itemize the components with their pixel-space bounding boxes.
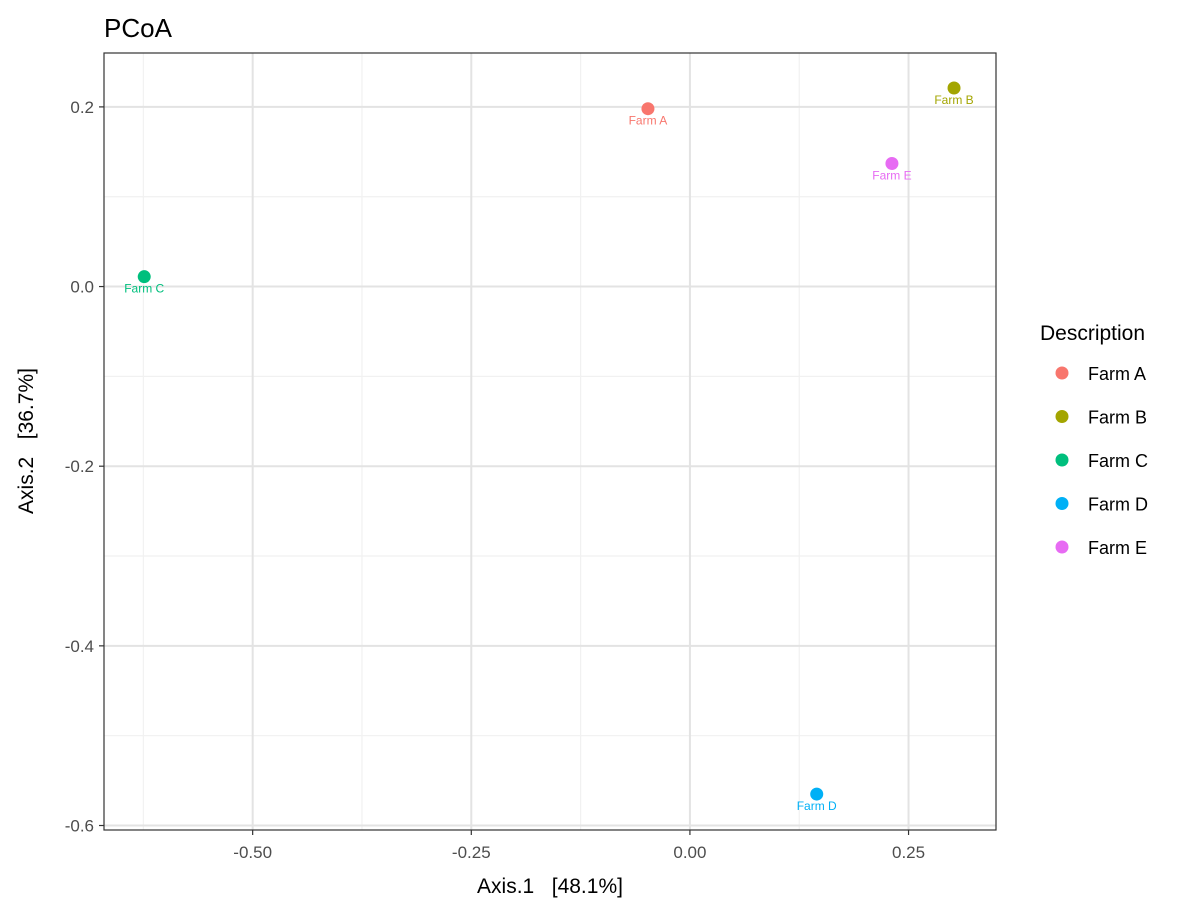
data-point: [137, 270, 151, 284]
y-tick-label: -0.6: [65, 817, 94, 836]
legend-label: Farm C: [1088, 451, 1148, 471]
point-label: Farm D: [797, 799, 837, 813]
legend-title: Description: [1040, 322, 1145, 345]
chart-title: PCoA: [104, 13, 173, 43]
point-label: Farm C: [124, 282, 164, 296]
legend-label: Farm B: [1088, 408, 1147, 428]
point-label: Farm B: [934, 93, 973, 107]
y-axis-label: Axis.2 [36.7%]: [15, 368, 38, 514]
legend-key: [1055, 453, 1069, 467]
legend-items: Farm A Farm B Farm C Farm D Farm E: [1055, 364, 1148, 558]
y-axis-ticks: 0.2 0.0 -0.2 -0.4 -0.6: [65, 98, 104, 836]
x-tick-label: -0.25: [452, 843, 491, 862]
y-tick-label: -0.4: [65, 637, 94, 656]
plot-panel-border: [103, 52, 997, 831]
minor-gridlines: [104, 53, 996, 830]
data-point: [810, 787, 824, 801]
legend-key: [1055, 497, 1069, 510]
y-tick-label: 0.2: [70, 98, 94, 117]
x-tick-label: 0.25: [892, 843, 925, 862]
x-tick-label: 0.00: [673, 843, 706, 862]
legend-label: Farm E: [1088, 538, 1147, 558]
x-axis-label: Axis.1 [48.1%]: [477, 875, 623, 898]
legend-key: [1055, 540, 1069, 554]
legend-label: Farm D: [1088, 495, 1148, 515]
data-point: [947, 81, 961, 95]
y-tick-label: -0.2: [65, 457, 94, 476]
legend-key: [1055, 366, 1069, 380]
major-gridlines: [104, 53, 996, 830]
data-point: [885, 156, 899, 170]
legend-label: Farm A: [1088, 364, 1146, 384]
point-label: Farm A: [629, 114, 668, 128]
x-tick-label: -0.50: [233, 843, 272, 862]
y-tick-label: 0.0: [70, 278, 94, 297]
data-points: Farm A Farm B Farm C Farm D Farm E: [124, 81, 974, 813]
point-label: Farm E: [872, 168, 911, 182]
x-axis-ticks: -0.50 -0.25 0.00 0.25: [233, 830, 925, 862]
data-point: [641, 102, 655, 116]
legend-key: [1055, 410, 1069, 423]
